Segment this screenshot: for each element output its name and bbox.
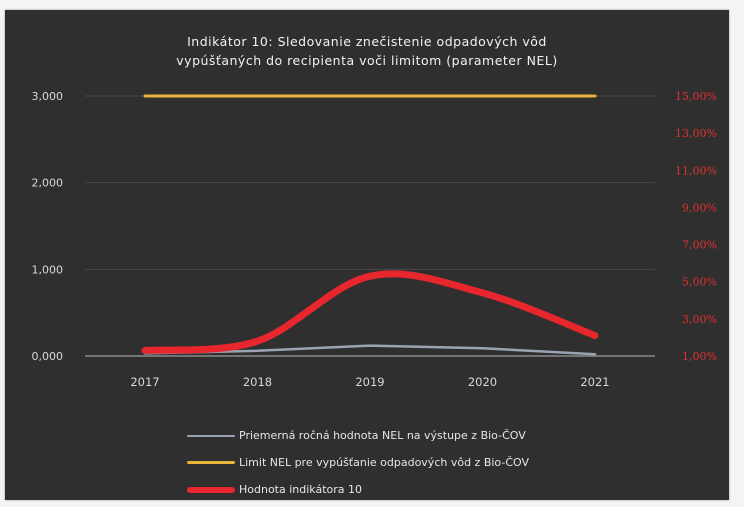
x-tick-label: 2017 <box>130 375 159 389</box>
chart-title-line-2: vypúšťaných do recipienta voči limitom (… <box>176 53 558 68</box>
y-left-tick-label: 3,000 <box>32 90 64 103</box>
legend: Priemerná ročná hodnota NEL na výstupe z… <box>187 422 529 503</box>
y-right-tick-label: 9,00% <box>682 201 717 214</box>
x-tick-label: 2021 <box>580 375 609 389</box>
legend-label: Hodnota indikátora 10 <box>239 483 363 496</box>
x-tick-label: 2020 <box>468 375 497 389</box>
y-right-tick-label: 15,00% <box>675 90 717 103</box>
y-right-tick-label: 7,00% <box>682 239 717 252</box>
chart-title: Indikátor 10: Sledovanie znečistenie odp… <box>5 32 729 70</box>
y-right-tick-label: 1,00% <box>682 350 717 363</box>
y-right-tick-label: 3,00% <box>682 313 717 326</box>
plot-svg: 0,000 1,000 2,000 3,000 1,00% 3,00% 5,00% 7,00%… <box>32 90 718 389</box>
legend-item: Priemerná ročná hodnota NEL na výstupe z… <box>187 422 529 449</box>
chart-title-line-1: Indikátor 10: Sledovanie znečistenie odp… <box>187 34 547 49</box>
chart-area: Indikátor 10: Sledovanie znečistenie odp… <box>5 10 729 500</box>
series-line <box>141 270 599 354</box>
y-left-tick-label: 1,000 <box>32 263 64 276</box>
legend-swatch <box>187 486 235 493</box>
legend-label: Limit NEL pre vypúšťanie odpadových vôd … <box>239 456 529 469</box>
y-left-tick-label: 2,000 <box>32 177 64 190</box>
y-right-tick-label: 13,00% <box>675 127 717 140</box>
legend-item: Hodnota indikátora 10 <box>187 476 529 503</box>
legend-swatch <box>187 434 235 437</box>
x-tick-label: 2019 <box>355 375 384 389</box>
y-right-tick-label: 5,00% <box>682 276 717 289</box>
legend-item: Limit NEL pre vypúšťanie odpadových vôd … <box>187 449 529 476</box>
x-tick-label: 2018 <box>243 375 272 389</box>
y-right-tick-label: 11,00% <box>675 164 717 177</box>
legend-swatch <box>187 461 235 464</box>
y-left-tick-label: 0,000 <box>32 350 64 363</box>
legend-label: Priemerná ročná hodnota NEL na výstupe z… <box>239 429 526 442</box>
